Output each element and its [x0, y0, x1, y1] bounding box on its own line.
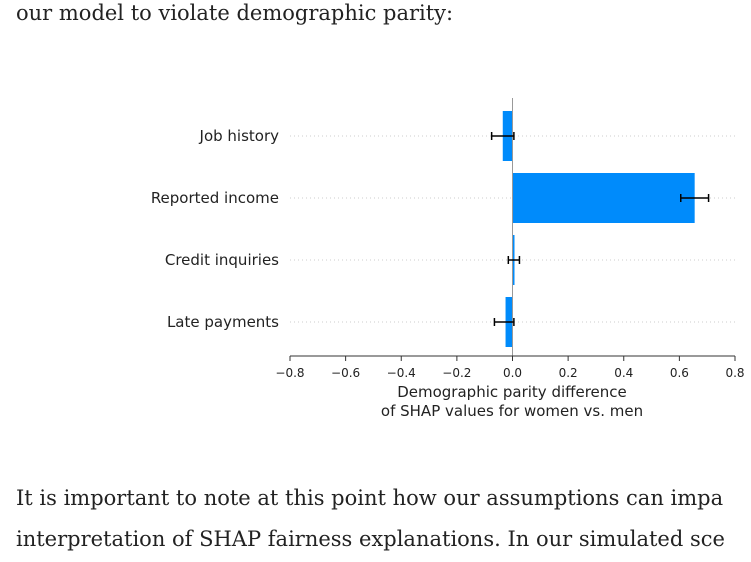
error-bars — [490, 132, 710, 326]
category-labels: Job history Reported income Credit inquiri… — [151, 127, 279, 331]
body-paragraph-line-2: interpretation of SHAP fairness explanat… — [16, 527, 725, 551]
x-axis-label-line-1: Demographic parity difference — [397, 383, 627, 401]
category-label-late-payments: Late payments — [167, 313, 279, 331]
category-label-credit-inquiries: Credit inquiries — [165, 251, 279, 269]
x-tick-label: 0.6 — [670, 366, 689, 380]
x-tick-label: −0.2 — [442, 366, 471, 380]
body-paragraph-line-1: It is important to note at this point ho… — [16, 486, 724, 510]
intro-paragraph: our model to violate demographic parity: — [16, 1, 454, 25]
x-axis-label-line-2: of SHAP values for women vs. men — [381, 402, 643, 420]
x-tick-label: −0.4 — [387, 366, 416, 380]
bar-reported-income — [512, 173, 695, 223]
category-label-reported-income: Reported income — [151, 189, 279, 207]
bars — [502, 111, 695, 347]
category-label-job-history: Job history — [199, 127, 280, 145]
x-tick-label: −0.6 — [331, 366, 360, 380]
x-tick-label: 0.8 — [725, 366, 744, 380]
x-axis: −0.8 −0.6 −0.4 −0.2 0.0 0.2 0.4 0.6 0.8 — [275, 355, 745, 380]
x-tick-label: 0.4 — [614, 366, 633, 380]
x-tick-label: 0.0 — [503, 366, 522, 380]
x-tick-label: 0.2 — [559, 366, 578, 380]
x-tick-label: −0.8 — [275, 366, 304, 380]
